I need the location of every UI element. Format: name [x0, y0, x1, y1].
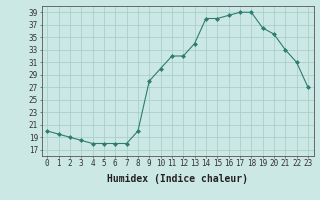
- X-axis label: Humidex (Indice chaleur): Humidex (Indice chaleur): [107, 174, 248, 184]
